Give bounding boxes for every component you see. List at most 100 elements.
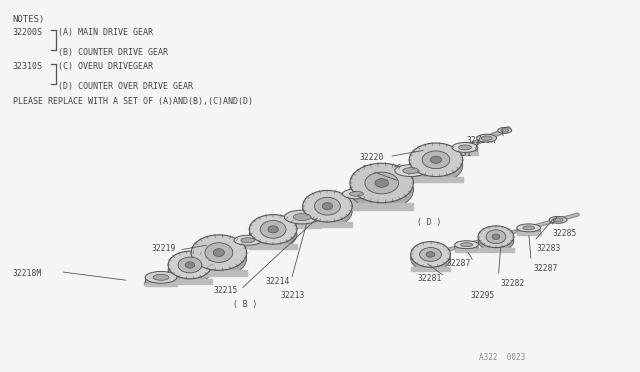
Ellipse shape	[481, 136, 492, 140]
Ellipse shape	[303, 195, 352, 227]
Ellipse shape	[323, 203, 333, 210]
Ellipse shape	[411, 242, 451, 267]
Text: 32287: 32287	[447, 259, 471, 268]
Ellipse shape	[145, 275, 177, 286]
Text: 32213: 32213	[280, 291, 305, 301]
Text: PLEASE REPLACE WITH A SET OF (A)AND(B),(C)AND(D): PLEASE REPLACE WITH A SET OF (A)AND(B),(…	[13, 97, 253, 106]
Text: 32221: 32221	[363, 165, 387, 174]
Ellipse shape	[454, 241, 479, 248]
Ellipse shape	[549, 217, 567, 223]
Ellipse shape	[365, 179, 399, 201]
Ellipse shape	[178, 257, 202, 273]
Ellipse shape	[501, 129, 509, 132]
Ellipse shape	[409, 149, 463, 182]
Ellipse shape	[409, 143, 463, 177]
Ellipse shape	[250, 215, 297, 244]
Ellipse shape	[411, 246, 451, 271]
Ellipse shape	[268, 226, 278, 233]
Ellipse shape	[420, 251, 442, 265]
Ellipse shape	[478, 226, 514, 248]
Ellipse shape	[431, 156, 442, 163]
Polygon shape	[191, 270, 246, 276]
Ellipse shape	[349, 191, 364, 196]
Ellipse shape	[498, 128, 511, 134]
Ellipse shape	[314, 202, 340, 220]
Ellipse shape	[365, 172, 399, 194]
Polygon shape	[350, 203, 413, 209]
Ellipse shape	[452, 145, 478, 155]
Ellipse shape	[492, 234, 500, 240]
Ellipse shape	[395, 165, 426, 177]
Ellipse shape	[461, 243, 472, 247]
Ellipse shape	[477, 134, 497, 142]
Ellipse shape	[168, 256, 212, 284]
Polygon shape	[303, 222, 352, 227]
Ellipse shape	[342, 192, 371, 202]
Ellipse shape	[191, 241, 246, 276]
Ellipse shape	[523, 226, 534, 230]
Text: 32219M: 32219M	[355, 178, 384, 187]
Text: (A) MAIN DRIVE GEAR: (A) MAIN DRIVE GEAR	[58, 28, 154, 38]
Polygon shape	[145, 283, 177, 286]
Text: 32295: 32295	[470, 291, 495, 301]
Ellipse shape	[478, 230, 514, 251]
Polygon shape	[478, 248, 514, 251]
Ellipse shape	[486, 234, 506, 248]
Text: 32218M: 32218M	[13, 269, 42, 278]
Ellipse shape	[395, 168, 426, 179]
Text: (D) COUNTER OVER DRIVE GEAR: (D) COUNTER OVER DRIVE GEAR	[58, 81, 193, 91]
Ellipse shape	[284, 210, 320, 224]
Text: 32281: 32281	[417, 274, 442, 283]
Polygon shape	[168, 279, 212, 284]
Ellipse shape	[350, 170, 413, 209]
Ellipse shape	[293, 214, 311, 221]
Polygon shape	[284, 224, 320, 228]
Ellipse shape	[342, 189, 371, 199]
Text: 32215: 32215	[214, 286, 238, 295]
Polygon shape	[452, 153, 478, 155]
Polygon shape	[234, 245, 262, 248]
Ellipse shape	[260, 225, 286, 243]
Ellipse shape	[422, 157, 450, 174]
Ellipse shape	[516, 227, 541, 235]
Ellipse shape	[350, 163, 413, 203]
Ellipse shape	[213, 248, 225, 257]
Ellipse shape	[284, 214, 320, 228]
Text: 32283: 32283	[536, 244, 561, 253]
Ellipse shape	[205, 248, 233, 268]
Text: A322  0023: A322 0023	[479, 353, 525, 362]
Ellipse shape	[205, 243, 233, 262]
Polygon shape	[395, 177, 426, 179]
Text: ( D ): ( D )	[417, 218, 442, 227]
Text: (C) OVERU DRIVEGEAR: (C) OVERU DRIVEGEAR	[58, 62, 154, 71]
Polygon shape	[409, 177, 463, 182]
Ellipse shape	[458, 145, 472, 150]
Ellipse shape	[452, 142, 478, 153]
Text: 32285: 32285	[553, 230, 577, 238]
Text: ( B ): ( B )	[233, 300, 257, 309]
Text: NOTES): NOTES)	[13, 15, 45, 23]
Polygon shape	[516, 232, 541, 235]
Ellipse shape	[145, 272, 177, 283]
Polygon shape	[411, 267, 451, 271]
Ellipse shape	[454, 244, 479, 251]
Ellipse shape	[241, 238, 255, 243]
Ellipse shape	[516, 224, 541, 232]
Ellipse shape	[553, 218, 563, 222]
Ellipse shape	[260, 221, 286, 238]
Ellipse shape	[185, 262, 195, 268]
Text: 32214: 32214	[266, 277, 290, 286]
Text: 32282: 32282	[500, 279, 525, 288]
Ellipse shape	[426, 252, 435, 257]
Polygon shape	[250, 244, 297, 249]
Ellipse shape	[303, 190, 352, 222]
Ellipse shape	[250, 219, 297, 249]
Text: 32219: 32219	[152, 244, 176, 253]
Text: 32200S: 32200S	[13, 28, 43, 38]
Text: 32210A: 32210A	[467, 136, 496, 145]
Ellipse shape	[234, 238, 262, 248]
Text: 32220: 32220	[360, 154, 384, 163]
Text: 32231: 32231	[448, 148, 472, 158]
Polygon shape	[454, 248, 479, 251]
Ellipse shape	[234, 235, 262, 245]
